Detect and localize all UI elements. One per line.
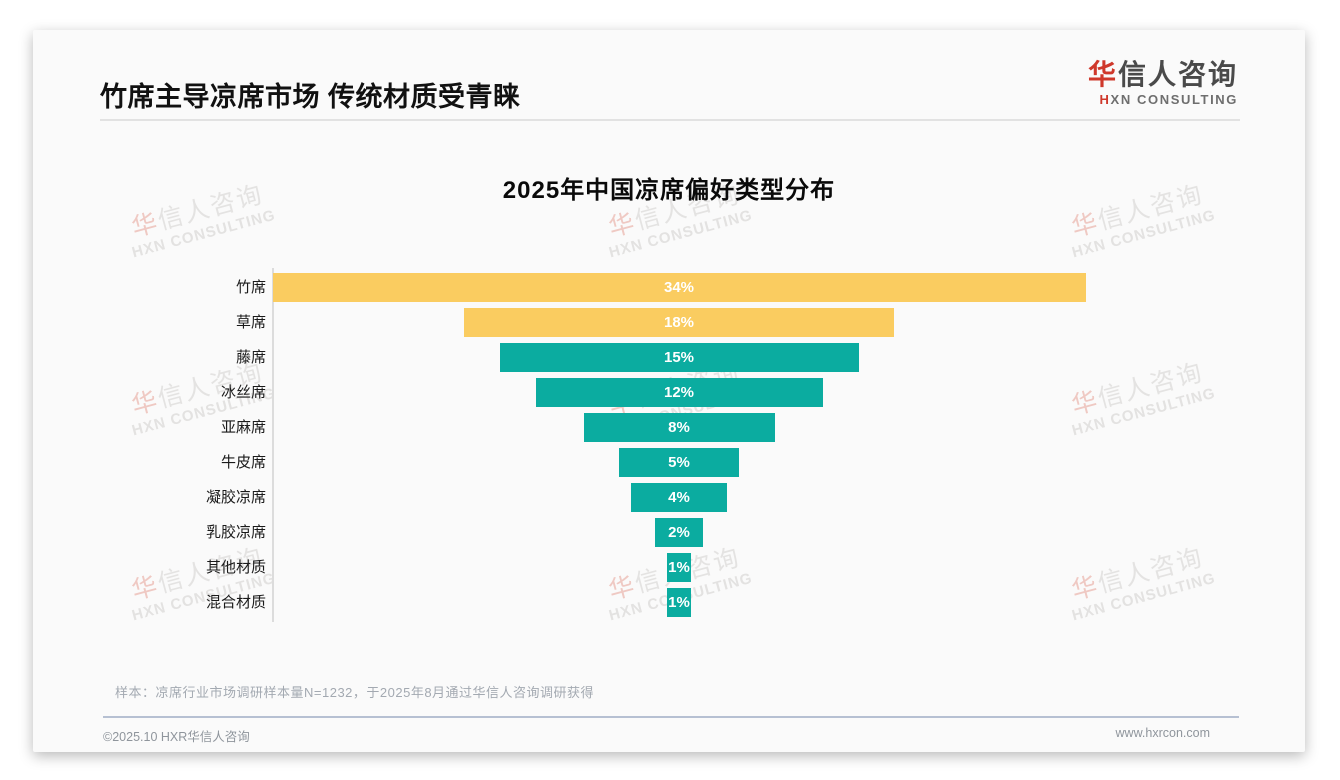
funnel-bar: 8% xyxy=(583,413,775,442)
footer-copyright: ©2025.10 HXR华信人咨询 xyxy=(103,730,250,744)
category-label: 冰丝席 xyxy=(220,384,266,401)
header-divider xyxy=(100,119,1240,121)
category-label: 草席 xyxy=(235,314,266,331)
footer-website: www.hxrcon.com xyxy=(1115,726,1210,740)
logo-english-name: HXN CONSULTING xyxy=(1099,91,1238,107)
category-label: 藤席 xyxy=(235,349,266,366)
axis-line xyxy=(272,268,274,622)
chart-title: 2025年中国凉席偏好类型分布 xyxy=(502,177,836,204)
funnel-bar: 15% xyxy=(499,343,859,372)
category-label: 混合材质 xyxy=(205,594,266,611)
report-card: 华信人咨询 HXN CONSULTING 华信人咨询 HXN CONSULTING 华信… xyxy=(33,30,1305,752)
page-title: 竹席主导凉席市场 传统材质受青睐 xyxy=(100,82,521,112)
footer-divider xyxy=(103,716,1239,718)
category-label: 凝胶凉席 xyxy=(205,489,266,506)
funnel-bar: 4% xyxy=(631,483,727,512)
funnel-bar: 1% xyxy=(667,553,691,582)
category-label: 牛皮席 xyxy=(220,454,266,471)
funnel-bar: 2% xyxy=(655,518,703,547)
funnel-bar: 1% xyxy=(667,588,691,617)
funnel-chart: 竹席 34% 草席 18% 藤席 15% 冰丝席 12% 亚麻席 8% 牛皮席 5% 凝胶凉席 4% 乳胶凉… xyxy=(33,30,1305,752)
funnel-bar: 12% xyxy=(535,378,823,407)
category-label: 亚麻席 xyxy=(220,419,266,436)
funnel-bar: 34% xyxy=(272,273,1086,302)
category-label: 其他材质 xyxy=(205,559,266,576)
category-label: 乳胶凉席 xyxy=(205,524,266,541)
category-label: 竹席 xyxy=(235,279,266,296)
sample-note: 样本：凉席行业市场调研样本量N=1232，于2025年8月通过华信人咨询调研获得 xyxy=(115,685,595,700)
company-logo: 华信人咨询 HXN CONSULTING xyxy=(1087,59,1238,107)
funnel-bar: 5% xyxy=(619,448,739,477)
logo-chinese-name: 华信人咨询 xyxy=(1087,59,1238,90)
funnel-bar: 18% xyxy=(464,308,894,337)
